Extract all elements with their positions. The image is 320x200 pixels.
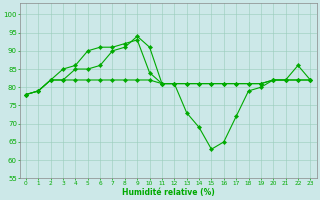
X-axis label: Humidité relative (%): Humidité relative (%): [122, 188, 214, 197]
